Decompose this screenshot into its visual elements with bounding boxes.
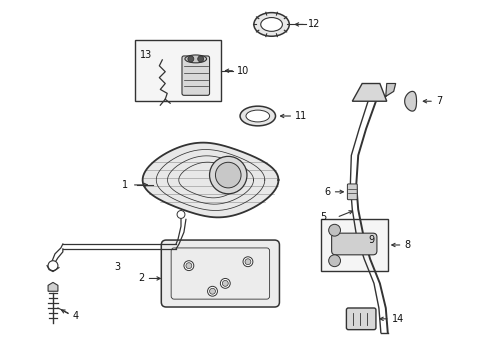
Text: 4: 4 (73, 311, 79, 321)
Text: 9: 9 (367, 235, 373, 245)
Text: 13: 13 (140, 50, 152, 60)
Text: 8: 8 (404, 240, 410, 250)
Ellipse shape (240, 106, 275, 126)
FancyBboxPatch shape (331, 233, 376, 255)
Ellipse shape (253, 13, 289, 36)
Circle shape (48, 261, 58, 271)
Polygon shape (404, 91, 416, 111)
Bar (135, 40, 221, 101)
Text: 12: 12 (307, 19, 320, 30)
Text: 14: 14 (391, 314, 403, 324)
Circle shape (220, 278, 230, 288)
Circle shape (177, 211, 184, 219)
Circle shape (187, 56, 193, 62)
Circle shape (328, 255, 340, 267)
Ellipse shape (245, 110, 269, 122)
Polygon shape (48, 282, 58, 291)
Circle shape (243, 257, 252, 267)
Text: 2: 2 (138, 274, 144, 283)
Circle shape (209, 288, 215, 294)
Polygon shape (385, 84, 395, 96)
Circle shape (222, 280, 228, 286)
FancyBboxPatch shape (346, 184, 357, 200)
Text: 5: 5 (320, 212, 326, 222)
Ellipse shape (260, 18, 282, 31)
Bar (320, 219, 387, 271)
Polygon shape (351, 84, 386, 101)
Text: 11: 11 (295, 111, 307, 121)
Circle shape (215, 162, 241, 188)
FancyBboxPatch shape (182, 56, 209, 95)
Text: 7: 7 (435, 96, 441, 106)
Text: 6: 6 (324, 187, 330, 197)
FancyBboxPatch shape (161, 240, 279, 307)
Circle shape (328, 224, 340, 236)
Circle shape (207, 286, 217, 296)
Ellipse shape (184, 55, 206, 63)
Circle shape (244, 259, 250, 265)
Polygon shape (142, 143, 278, 217)
Circle shape (185, 263, 191, 269)
Circle shape (197, 56, 203, 62)
Circle shape (209, 156, 246, 194)
Text: 1: 1 (122, 180, 127, 190)
Text: 10: 10 (237, 66, 249, 76)
Circle shape (183, 261, 193, 271)
Text: 3: 3 (114, 262, 120, 272)
FancyBboxPatch shape (346, 308, 375, 330)
